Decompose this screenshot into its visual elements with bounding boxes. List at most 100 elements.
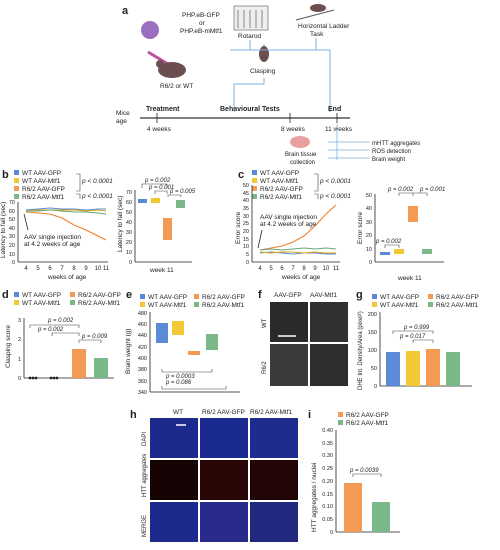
- phase-end: End: [328, 106, 341, 113]
- timeline-label-mice: Mice: [116, 110, 130, 117]
- h-col-wt: WT: [173, 409, 183, 416]
- e-p-1: p = 0.086: [165, 380, 192, 386]
- svg-text:25: 25: [243, 221, 249, 227]
- c-box-p-2: p = 0.001: [419, 187, 445, 193]
- d-legend-0: WT AAV-GFP: [22, 292, 61, 299]
- virus-icon: [141, 21, 159, 39]
- h-img-dapi-gfp: [200, 418, 248, 458]
- svg-text:10: 10: [95, 266, 102, 272]
- svg-text:4: 4: [258, 266, 262, 272]
- b-p-0: p < 0.0001: [81, 178, 113, 185]
- svg-text:5: 5: [246, 252, 249, 258]
- c-box-wt-mtf1: [394, 249, 404, 254]
- svg-text:70: 70: [126, 190, 132, 196]
- b-box-wt-mtf1: [151, 198, 160, 203]
- g-bar-r62-gfp: [426, 349, 440, 386]
- h-img-dapi-wt: [150, 418, 198, 458]
- c-line-r62-mtf1: [259, 247, 337, 251]
- e-ytick-3: 400: [138, 356, 147, 362]
- svg-text:60: 60: [126, 200, 132, 206]
- test-rotarod: Rotarod: [238, 33, 262, 40]
- svg-text:30: 30: [9, 234, 15, 240]
- panel-d-letter: d: [2, 289, 9, 301]
- d-ylabel: Clasping score: [5, 325, 12, 368]
- svg-text:20: 20: [243, 229, 249, 235]
- b-box-p-0: p = 0.002: [144, 178, 171, 184]
- syringe-icon: [147, 50, 169, 66]
- svg-text:9: 9: [84, 266, 88, 272]
- svg-text:50: 50: [366, 193, 372, 199]
- svg-text:50: 50: [9, 217, 15, 223]
- h-img-dapi-mtf1: [250, 418, 298, 458]
- c-xticks: 4 5 6 7 8 9 10 11: [258, 266, 339, 272]
- b-box-yticks: 0 10 20 30 40 50 60 70: [126, 190, 132, 266]
- e-ytick-4: 420: [138, 345, 147, 351]
- e-ytick-2: 380: [138, 367, 147, 373]
- svg-text:0: 0: [129, 260, 132, 266]
- b-box-ylabel: Latency to fall (sec): [117, 196, 124, 252]
- panel-e: e WT AAV-GFP R6/2 AAV-GFP WT AAV-Mtf1 R6…: [125, 289, 245, 396]
- c-yticks: 0 5 10 15 20 25 30 35 40 45 50: [243, 183, 249, 266]
- b-line-r62-mtf1: [26, 209, 107, 215]
- i-ylabel: HTT aggregates / nuclei: [311, 463, 318, 532]
- e-legend-2: WT AAV-Mtf1: [148, 302, 187, 309]
- vector-gfp: PHP.eB-GFP: [182, 12, 220, 19]
- i-ytick-5: 0.25: [322, 466, 333, 472]
- c-box-ylabel: Error score: [357, 211, 364, 244]
- e-box-wt-gfp: [156, 323, 168, 343]
- panel-i: i R6/2 AAV-GFP R6/2 AAV-Mtf1 0 0.05 0.10…: [308, 409, 400, 536]
- b-box-xlabel: week 11: [149, 267, 174, 274]
- panel-i-letter: i: [308, 409, 311, 421]
- i-legend-1: R6/2 AAV-Mtf1: [346, 420, 389, 427]
- panel-h-letter: h: [130, 409, 137, 421]
- g-ylabel: DHE Int. Density/Area (pixel²): [358, 311, 364, 390]
- h-row-merge: MERGE: [142, 515, 148, 537]
- mouse-icon: [158, 62, 186, 78]
- i-ytick-6: 0.30: [322, 453, 333, 459]
- c-legend-0: WT AAV-GFP: [260, 170, 299, 177]
- g-legend-0: WT AAV-GFP: [380, 294, 419, 301]
- i-p-0: p = 0.0039: [349, 468, 379, 474]
- panel-a: a PHP.eB-GFP or PHP.eB-mMtf1 R6/2 or WT …: [116, 4, 420, 166]
- c-line-wt-gfp: [259, 251, 336, 255]
- b-xlabel: weeks of age: [47, 274, 87, 281]
- collection-line2: collection: [290, 160, 315, 166]
- svg-text:40: 40: [9, 226, 15, 232]
- e-legend-3: R6/2 AAV-Mtf1: [202, 302, 245, 309]
- d-ytick-2: 2: [18, 337, 21, 343]
- svg-text:6: 6: [48, 266, 52, 272]
- b-line-r62-gfp: [25, 211, 107, 241]
- c-legend-2: R6/2 AAV-GFP: [260, 186, 303, 193]
- h-col-r62-gfp: R6/2 AAV-GFP: [202, 409, 245, 416]
- collection-line1: Brain tissue: [285, 152, 317, 158]
- svg-text:50: 50: [126, 210, 132, 216]
- i-ytick-2: 0.10: [322, 504, 333, 510]
- c-box-yticks: 0 10 20 30 40 50: [366, 193, 372, 266]
- i-ytick-8: 0.40: [322, 428, 333, 434]
- c-box-wt-gfp: [380, 252, 390, 255]
- h-img-merge-mtf1: [250, 502, 298, 542]
- svg-text:0: 0: [246, 260, 249, 266]
- svg-text:10: 10: [9, 252, 15, 258]
- c-line-wt-mtf1: [259, 251, 336, 254]
- svg-text:11: 11: [103, 266, 110, 272]
- g-ytick-0: 0: [374, 384, 377, 390]
- c-box-r62-gfp: [408, 206, 418, 222]
- b-line-wt-gfp: [25, 207, 106, 211]
- i-bar-r62-gfp: [344, 483, 362, 532]
- panel-g: g WT AAV-GFP R6/2 AAV-GFP WT AAV-Mtf1 R6…: [356, 289, 479, 390]
- g-legend-1: R6/2 AAV-GFP: [436, 294, 479, 301]
- svg-text:5: 5: [269, 266, 273, 272]
- ladder-mouse-icon: [310, 4, 326, 12]
- panel-b: b WT AAV-GFP WT AAV-Mtf1 R6/2 AAV-GFP R6…: [0, 169, 196, 281]
- h-img-htt-mtf1: [250, 460, 298, 500]
- svg-text:10: 10: [243, 244, 249, 250]
- d-ytick-0: 0: [18, 376, 21, 382]
- panel-g-letter: g: [356, 289, 363, 301]
- d-legend-2: WT AAV-Mtf1: [22, 300, 61, 307]
- h-row-dapi: DAPI: [142, 432, 148, 446]
- vector-or: or: [199, 20, 206, 27]
- g-bar-wt-gfp: [386, 352, 400, 386]
- f-col-mtf1: AAV-Mtf1: [310, 292, 337, 299]
- svg-text:11: 11: [333, 266, 340, 272]
